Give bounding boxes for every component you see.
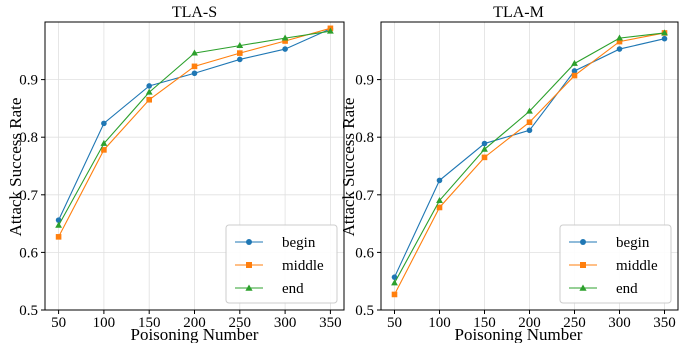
x-tick-label: 50 xyxy=(51,315,66,331)
legend-label-end: end xyxy=(616,281,638,297)
data-point-begin xyxy=(55,217,62,223)
data-point-end xyxy=(100,139,108,146)
data-point-begin xyxy=(481,140,488,147)
data-point-end xyxy=(191,49,198,56)
legend-marker-middle xyxy=(580,262,586,268)
data-point-begin xyxy=(526,127,533,134)
x-axis-label: Poisoning Number xyxy=(131,325,259,343)
data-point-begin xyxy=(101,120,107,127)
x-tick-label: 200 xyxy=(183,315,206,331)
data-point-middle xyxy=(526,119,533,126)
data-point-end xyxy=(661,29,668,36)
data-point-middle xyxy=(616,38,623,45)
legend-marker-end xyxy=(579,284,587,291)
y-tick-label: 0.6 xyxy=(355,245,374,261)
data-point-end xyxy=(145,88,153,95)
x-tick-label: 300 xyxy=(274,315,297,331)
data-point-end xyxy=(436,196,443,203)
data-point-middle xyxy=(282,38,288,44)
series-lines xyxy=(391,29,668,298)
legend-entry-end: end xyxy=(569,281,638,297)
data-point-middle xyxy=(55,234,62,240)
chart-panel-tla-m: TLA-M Poisoning Number Attack Success Ra… xyxy=(339,4,679,343)
y-tick-label: 0.8 xyxy=(355,130,374,146)
data-point-end xyxy=(526,107,533,114)
chart-panel-tla-s: TLA-S Poisoning Number Attack Success Ra… xyxy=(6,4,345,343)
data-point-end xyxy=(481,145,488,152)
y-tick-label: 0.7 xyxy=(19,188,38,204)
data-point-middle xyxy=(436,204,443,211)
legend-entry-middle: middle xyxy=(569,258,658,274)
data-point-begin xyxy=(616,46,623,52)
y-tick-label: 0.9 xyxy=(19,73,38,89)
data-point-end xyxy=(281,34,289,41)
x-axis-label: Poisoning Number xyxy=(455,325,583,343)
y-tick-label: 0.5 xyxy=(355,303,374,319)
data-point-middle xyxy=(191,63,198,70)
axis-ticks: 50 100 150 200 250 300 350 0.5 0.6 0.7 0.8 0.9 xyxy=(19,73,341,331)
legend-label-begin: begin xyxy=(616,235,650,251)
legend-marker-begin xyxy=(580,239,586,245)
axis-ticks: 50 100 150 200 250 300 350 0.5 0.6 0.7 0.8 0.9 xyxy=(355,73,676,331)
data-point-middle xyxy=(101,147,107,153)
legend-marker-middle xyxy=(246,262,252,268)
data-point-begin xyxy=(391,274,398,280)
data-point-end xyxy=(571,59,578,66)
y-tick-label: 0.8 xyxy=(19,130,38,146)
legend-entry-middle: middle xyxy=(235,258,324,274)
legend-entry-begin: begin xyxy=(569,235,650,251)
legend-frame xyxy=(225,224,338,304)
data-point-end xyxy=(391,279,398,286)
y-tick-label: 0.7 xyxy=(355,188,374,204)
data-point-begin xyxy=(146,83,152,89)
y-tick-label: 0.9 xyxy=(355,73,374,89)
data-point-middle xyxy=(571,72,578,79)
y-axis-label: Attack Success Rate xyxy=(6,98,25,237)
x-tick-label: 150 xyxy=(138,315,161,331)
legend-label-middle: middle xyxy=(282,258,324,274)
x-tick-label: 100 xyxy=(93,315,116,331)
data-point-end xyxy=(55,221,62,228)
chart-title: TLA-M xyxy=(493,4,544,21)
data-point-begin xyxy=(571,68,578,74)
data-point-end xyxy=(236,42,244,49)
gridlines xyxy=(45,22,344,311)
x-tick-label: 350 xyxy=(653,315,676,331)
chart-title: TLA-S xyxy=(172,4,217,21)
legend-label-middle: middle xyxy=(616,258,658,274)
legend-entry-end: end xyxy=(235,281,304,297)
y-axis-label: Attack Success Rate xyxy=(339,98,358,237)
data-point-begin xyxy=(436,177,443,184)
x-tick-label: 200 xyxy=(518,315,541,331)
data-point-middle xyxy=(481,154,488,161)
y-tick-label: 0.6 xyxy=(19,245,38,261)
x-tick-label: 150 xyxy=(473,315,496,331)
data-point-middle xyxy=(237,50,243,56)
data-point-begin xyxy=(237,56,243,63)
data-point-end xyxy=(616,34,623,41)
legend-frame xyxy=(559,224,672,304)
x-tick-label: 100 xyxy=(428,315,451,331)
legend-entry-begin: begin xyxy=(235,235,316,251)
data-point-begin xyxy=(191,70,198,77)
x-tick-label: 250 xyxy=(563,315,586,331)
data-point-begin xyxy=(282,46,288,52)
data-point-middle xyxy=(146,96,152,103)
x-tick-label: 350 xyxy=(319,315,342,331)
data-point-middle xyxy=(391,291,398,298)
x-tick-label: 300 xyxy=(608,315,631,331)
legend: begin middle end xyxy=(559,224,672,304)
x-tick-label: 250 xyxy=(229,315,252,331)
y-tick-label: 0.5 xyxy=(19,303,38,319)
legend-marker-begin xyxy=(246,239,252,245)
data-point-end xyxy=(327,27,334,34)
series-lines xyxy=(55,25,334,240)
x-tick-label: 50 xyxy=(387,315,402,331)
legend: begin middle end xyxy=(225,224,338,304)
legend-label-begin: begin xyxy=(282,235,316,251)
legend-label-end: end xyxy=(282,281,304,297)
data-point-begin xyxy=(661,35,668,42)
legend-marker-end xyxy=(245,284,253,291)
